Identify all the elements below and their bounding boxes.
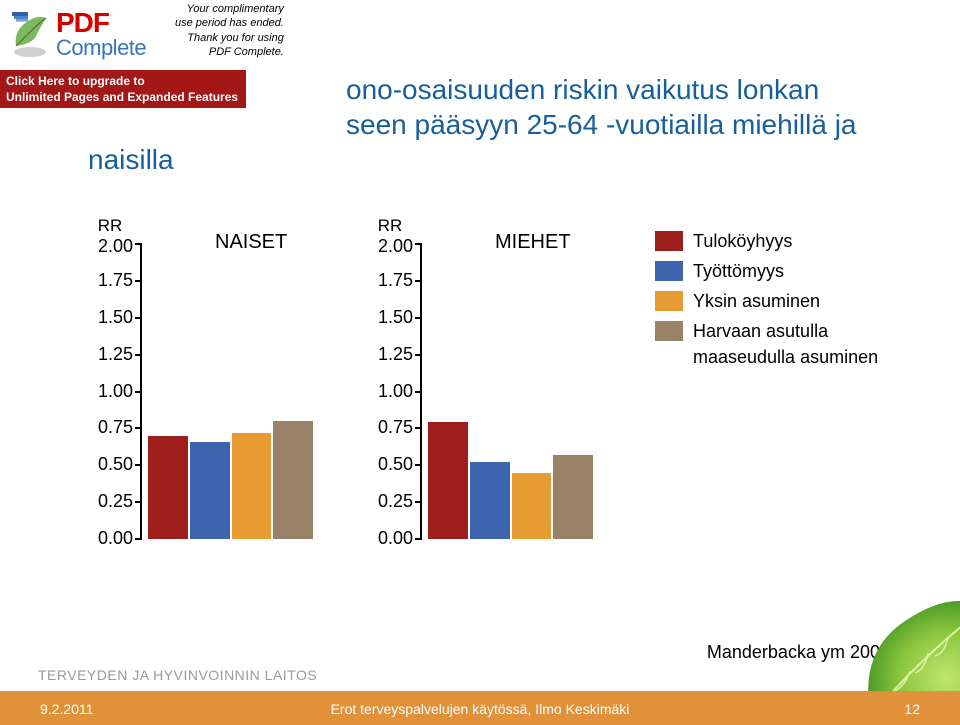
axis-tick xyxy=(415,317,422,319)
banner-line1: Click Here to upgrade to xyxy=(6,73,238,89)
axis-tick xyxy=(415,538,422,540)
axis-tick-label: RR2.00 xyxy=(367,216,413,257)
footer-center: Erot terveyspalvelujen käytössä, Ilmo Ke… xyxy=(0,701,960,717)
legend-item: Harvaan asutulla maaseudulla asuminen xyxy=(655,318,923,370)
axis-tick-label: 1.50 xyxy=(87,307,133,328)
legend-label: Harvaan asutulla maaseudulla asuminen xyxy=(693,318,923,370)
axis-tick xyxy=(415,427,422,429)
axis-tick-label: 0.25 xyxy=(367,491,413,512)
axis-tick-label: 0.50 xyxy=(87,454,133,475)
pdf-word: PDF xyxy=(56,10,146,35)
bar-fill xyxy=(470,462,510,539)
legend-swatch xyxy=(655,231,683,251)
axis-tick xyxy=(135,391,142,393)
title-frag1: ono-osaisuuden riskin vaikutus lonkan xyxy=(346,74,819,105)
legend-label: Tuloköyhyys xyxy=(693,228,792,254)
leaf-decoration xyxy=(850,581,960,691)
axis-tick xyxy=(135,464,142,466)
wm-line3: Thank you for using xyxy=(175,31,284,45)
axis-tick xyxy=(415,354,422,356)
legend-item: Tuloköyhyys xyxy=(655,228,923,254)
wm-line2: use period has ended. xyxy=(175,16,284,30)
axis-tick xyxy=(415,280,422,282)
legend-swatch xyxy=(655,261,683,281)
title-frag2: seen pääsyyn 25-64 -vuotiailla miehillä … xyxy=(346,109,857,140)
legend-label: Työttömyys xyxy=(693,258,784,284)
axis-tick xyxy=(135,427,142,429)
organization: TERVEYDEN JA HYVINVOINNIN LAITOS xyxy=(38,667,317,683)
pdf-complete-watermark: PDF Complete Your complimentary use peri… xyxy=(0,0,345,120)
wm-line1: Your complimentary xyxy=(175,2,284,16)
axis-tick xyxy=(415,243,422,245)
bar-fill xyxy=(273,421,313,539)
watermark-logo-text: PDF Complete xyxy=(56,10,146,61)
wm-line4: PDF Complete. xyxy=(175,45,284,59)
legend: Tuloköyhyys Työttömyys Yksin asuminen Harva… xyxy=(655,228,923,374)
axis-tick xyxy=(135,280,142,282)
axis-tick-label: 0.50 xyxy=(367,454,413,475)
chart-naiset: NAISET RR2.001.751.501.251.000.750.500.2… xyxy=(85,228,330,573)
pdf-icon xyxy=(10,10,52,60)
watermark-logo: PDF Complete xyxy=(10,10,146,61)
legend-item: Yksin asuminen xyxy=(655,288,923,314)
axis-tick-label: 0.00 xyxy=(87,528,133,549)
axis-tick-label: 1.75 xyxy=(87,270,133,291)
watermark-message: Your complimentary use period has ended.… xyxy=(175,2,284,59)
legend-label: Yksin asuminen xyxy=(693,288,820,314)
axis-tick-label: 1.25 xyxy=(367,344,413,365)
axis-tick-label: 0.00 xyxy=(367,528,413,549)
axis-tick-label: 0.25 xyxy=(87,491,133,512)
chart-miehet: MIEHET RR2.001.751.501.251.000.750.500.2… xyxy=(365,228,610,573)
axis-tick-label: 1.75 xyxy=(367,270,413,291)
axis-tick-label: 1.50 xyxy=(367,307,413,328)
axis-tick-label: RR2.00 xyxy=(87,216,133,257)
title-frag3: naisilla xyxy=(88,144,174,175)
axis-tick xyxy=(135,538,142,540)
bar-fill xyxy=(148,436,188,539)
bar-fill xyxy=(428,422,468,539)
axis-tick-label: 0.75 xyxy=(87,417,133,438)
bar-fill xyxy=(553,455,593,539)
axis-tick xyxy=(415,391,422,393)
legend-swatch xyxy=(655,291,683,311)
legend-swatch xyxy=(655,321,683,341)
footer-page: 12 xyxy=(904,701,920,717)
naiset-bars xyxy=(148,244,313,539)
bar-fill xyxy=(190,442,230,539)
axis-tick-label: 1.00 xyxy=(87,381,133,402)
miehet-bars xyxy=(428,244,593,539)
axis-tick-label: 0.75 xyxy=(367,417,413,438)
axis-tick xyxy=(135,317,142,319)
banner-line2: Unlimited Pages and Expanded Features xyxy=(6,89,238,105)
axis-tick xyxy=(135,354,142,356)
bar-fill xyxy=(512,473,552,539)
axis-tick xyxy=(415,501,422,503)
axis-tick xyxy=(135,243,142,245)
axis-tick xyxy=(415,464,422,466)
complete-word: Complete xyxy=(56,35,146,61)
legend-item: Työttömyys xyxy=(655,258,923,284)
axis-tick xyxy=(135,501,142,503)
bar-fill xyxy=(232,433,272,539)
axis-tick-label: 1.00 xyxy=(367,381,413,402)
upgrade-banner[interactable]: Click Here to upgrade to Unlimited Pages… xyxy=(0,70,246,108)
axis-tick-label: 1.25 xyxy=(87,344,133,365)
